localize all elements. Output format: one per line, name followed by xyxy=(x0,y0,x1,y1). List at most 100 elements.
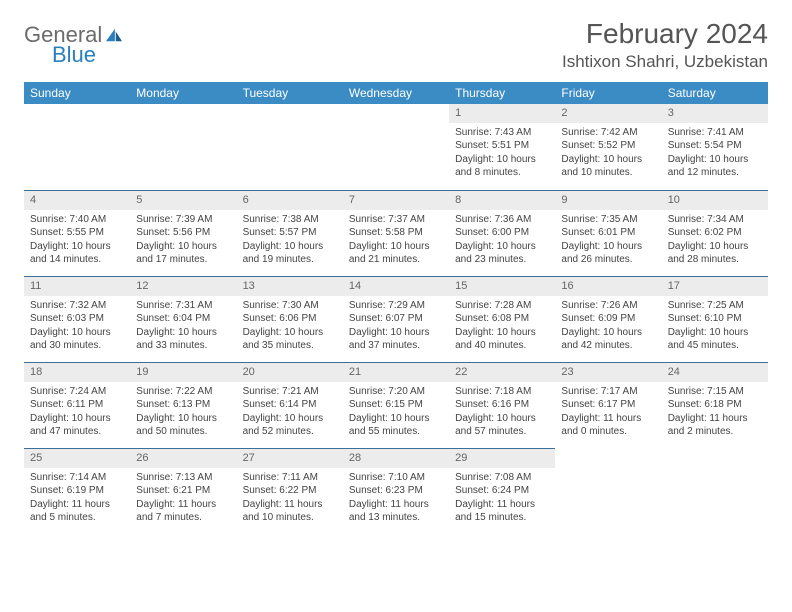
daylight-text: Daylight: 10 hours and 45 minutes. xyxy=(668,326,762,353)
day-number: 18 xyxy=(24,362,130,382)
day-content: Sunrise: 7:20 AMSunset: 6:15 PMDaylight:… xyxy=(343,382,449,443)
day-content: Sunrise: 7:35 AMSunset: 6:01 PMDaylight:… xyxy=(555,210,661,271)
daylight-text: Daylight: 10 hours and 35 minutes. xyxy=(243,326,337,353)
day-content: Sunrise: 7:42 AMSunset: 5:52 PMDaylight:… xyxy=(555,123,661,184)
sunrise-text: Sunrise: 7:29 AM xyxy=(349,299,443,313)
sunrise-text: Sunrise: 7:28 AM xyxy=(455,299,549,313)
daylight-text: Daylight: 10 hours and 33 minutes. xyxy=(136,326,230,353)
calendar-cell: 2Sunrise: 7:42 AMSunset: 5:52 PMDaylight… xyxy=(555,104,661,190)
calendar-cell: 12Sunrise: 7:31 AMSunset: 6:04 PMDayligh… xyxy=(130,276,236,362)
sunrise-text: Sunrise: 7:22 AM xyxy=(136,385,230,399)
day-content: Sunrise: 7:31 AMSunset: 6:04 PMDaylight:… xyxy=(130,296,236,357)
day-content: Sunrise: 7:10 AMSunset: 6:23 PMDaylight:… xyxy=(343,468,449,529)
day-number: 15 xyxy=(449,276,555,296)
day-number: 11 xyxy=(24,276,130,296)
sunrise-text: Sunrise: 7:32 AM xyxy=(30,299,124,313)
day-number: 13 xyxy=(237,276,343,296)
daylight-text: Daylight: 11 hours and 0 minutes. xyxy=(561,412,655,439)
day-number: 28 xyxy=(343,448,449,468)
day-content: Sunrise: 7:38 AMSunset: 5:57 PMDaylight:… xyxy=(237,210,343,271)
day-content: Sunrise: 7:15 AMSunset: 6:18 PMDaylight:… xyxy=(662,382,768,443)
sunrise-text: Sunrise: 7:26 AM xyxy=(561,299,655,313)
daylight-text: Daylight: 10 hours and 57 minutes. xyxy=(455,412,549,439)
day-number: 24 xyxy=(662,362,768,382)
calendar-cell: 3Sunrise: 7:41 AMSunset: 5:54 PMDaylight… xyxy=(662,104,768,190)
day-content: Sunrise: 7:21 AMSunset: 6:14 PMDaylight:… xyxy=(237,382,343,443)
sunrise-text: Sunrise: 7:41 AM xyxy=(668,126,762,140)
day-content: Sunrise: 7:34 AMSunset: 6:02 PMDaylight:… xyxy=(662,210,768,271)
sunset-text: Sunset: 6:08 PM xyxy=(455,312,549,326)
sunset-text: Sunset: 5:52 PM xyxy=(561,139,655,153)
day-number: 21 xyxy=(343,362,449,382)
calendar-cell: 5Sunrise: 7:39 AMSunset: 5:56 PMDaylight… xyxy=(130,190,236,276)
sunrise-text: Sunrise: 7:39 AM xyxy=(136,213,230,227)
daylight-text: Daylight: 11 hours and 5 minutes. xyxy=(30,498,124,525)
daylight-text: Daylight: 10 hours and 30 minutes. xyxy=(30,326,124,353)
sunrise-text: Sunrise: 7:11 AM xyxy=(243,471,337,485)
day-content: Sunrise: 7:43 AMSunset: 5:51 PMDaylight:… xyxy=(449,123,555,184)
location: Ishtixon Shahri, Uzbekistan xyxy=(562,52,768,72)
daylight-text: Daylight: 10 hours and 21 minutes. xyxy=(349,240,443,267)
weekday-header: Monday xyxy=(130,82,236,104)
sunset-text: Sunset: 6:00 PM xyxy=(455,226,549,240)
calendar-head: SundayMondayTuesdayWednesdayThursdayFrid… xyxy=(24,82,768,104)
day-number: 26 xyxy=(130,448,236,468)
day-content: Sunrise: 7:08 AMSunset: 6:24 PMDaylight:… xyxy=(449,468,555,529)
sunrise-text: Sunrise: 7:37 AM xyxy=(349,213,443,227)
sunrise-text: Sunrise: 7:31 AM xyxy=(136,299,230,313)
calendar-cell: 17Sunrise: 7:25 AMSunset: 6:10 PMDayligh… xyxy=(662,276,768,362)
sunrise-text: Sunrise: 7:10 AM xyxy=(349,471,443,485)
calendar-cell xyxy=(662,448,768,534)
day-content: Sunrise: 7:24 AMSunset: 6:11 PMDaylight:… xyxy=(24,382,130,443)
day-number: 7 xyxy=(343,190,449,210)
sunrise-text: Sunrise: 7:40 AM xyxy=(30,213,124,227)
sunset-text: Sunset: 6:02 PM xyxy=(668,226,762,240)
sunrise-text: Sunrise: 7:34 AM xyxy=(668,213,762,227)
title-block: February 2024 Ishtixon Shahri, Uzbekista… xyxy=(562,18,768,72)
day-content: Sunrise: 7:40 AMSunset: 5:55 PMDaylight:… xyxy=(24,210,130,271)
calendar-row: 25Sunrise: 7:14 AMSunset: 6:19 PMDayligh… xyxy=(24,448,768,534)
sunset-text: Sunset: 5:51 PM xyxy=(455,139,549,153)
logo-text-blue: Blue xyxy=(52,42,96,68)
daylight-text: Daylight: 10 hours and 14 minutes. xyxy=(30,240,124,267)
calendar-cell: 9Sunrise: 7:35 AMSunset: 6:01 PMDaylight… xyxy=(555,190,661,276)
weekday-header: Wednesday xyxy=(343,82,449,104)
calendar-cell: 24Sunrise: 7:15 AMSunset: 6:18 PMDayligh… xyxy=(662,362,768,448)
calendar-cell: 4Sunrise: 7:40 AMSunset: 5:55 PMDaylight… xyxy=(24,190,130,276)
weekday-header: Tuesday xyxy=(237,82,343,104)
day-number: 20 xyxy=(237,362,343,382)
sail-icon xyxy=(104,27,124,48)
day-content: Sunrise: 7:28 AMSunset: 6:08 PMDaylight:… xyxy=(449,296,555,357)
sunset-text: Sunset: 6:23 PM xyxy=(349,484,443,498)
calendar-row: 1Sunrise: 7:43 AMSunset: 5:51 PMDaylight… xyxy=(24,104,768,190)
daylight-text: Daylight: 10 hours and 50 minutes. xyxy=(136,412,230,439)
calendar-page: GeneralBlue February 2024 Ishtixon Shahr… xyxy=(0,0,792,552)
sunset-text: Sunset: 5:54 PM xyxy=(668,139,762,153)
sunset-text: Sunset: 6:22 PM xyxy=(243,484,337,498)
calendar-cell xyxy=(24,104,130,190)
daylight-text: Daylight: 10 hours and 28 minutes. xyxy=(668,240,762,267)
logo: GeneralBlue xyxy=(24,18,124,68)
sunrise-text: Sunrise: 7:20 AM xyxy=(349,385,443,399)
day-number: 1 xyxy=(449,104,555,123)
daylight-text: Daylight: 10 hours and 8 minutes. xyxy=(455,153,549,180)
calendar-cell: 16Sunrise: 7:26 AMSunset: 6:09 PMDayligh… xyxy=(555,276,661,362)
day-number: 27 xyxy=(237,448,343,468)
sunrise-text: Sunrise: 7:18 AM xyxy=(455,385,549,399)
calendar-row: 11Sunrise: 7:32 AMSunset: 6:03 PMDayligh… xyxy=(24,276,768,362)
day-number: 6 xyxy=(237,190,343,210)
day-number: 9 xyxy=(555,190,661,210)
sunset-text: Sunset: 6:13 PM xyxy=(136,398,230,412)
calendar-row: 18Sunrise: 7:24 AMSunset: 6:11 PMDayligh… xyxy=(24,362,768,448)
daylight-text: Daylight: 10 hours and 26 minutes. xyxy=(561,240,655,267)
day-number: 8 xyxy=(449,190,555,210)
sunset-text: Sunset: 6:01 PM xyxy=(561,226,655,240)
calendar-body: 1Sunrise: 7:43 AMSunset: 5:51 PMDaylight… xyxy=(24,104,768,534)
weekday-header: Friday xyxy=(555,82,661,104)
daylight-text: Daylight: 10 hours and 47 minutes. xyxy=(30,412,124,439)
day-content: Sunrise: 7:17 AMSunset: 6:17 PMDaylight:… xyxy=(555,382,661,443)
calendar-cell: 25Sunrise: 7:14 AMSunset: 6:19 PMDayligh… xyxy=(24,448,130,534)
weekday-header: Thursday xyxy=(449,82,555,104)
calendar-cell: 20Sunrise: 7:21 AMSunset: 6:14 PMDayligh… xyxy=(237,362,343,448)
sunset-text: Sunset: 6:10 PM xyxy=(668,312,762,326)
